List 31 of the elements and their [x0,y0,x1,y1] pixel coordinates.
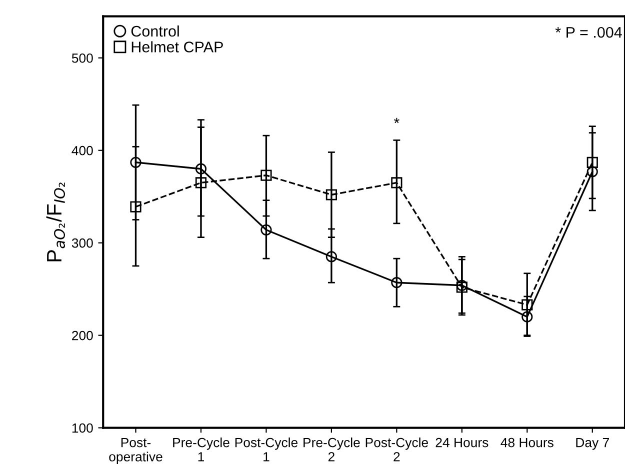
x-tick-label: 48 Hours [500,438,554,448]
annotation: * [394,118,400,124]
x-tick-label: Post- operative [109,438,162,464]
legend-label: Control [131,25,179,37]
point [260,170,272,181]
y-axis-title: P$_{aO₂}$/F$_{IO₂}$ [46,182,66,262]
legend-label: Helmet CPAP [132,41,223,52]
x-tick-label: Pre-Cycle 1 [173,438,230,462]
point [586,156,598,168]
y-tick-label: 400 [72,146,93,156]
point [522,299,533,310]
y-tick-label: 200 [72,330,93,340]
point [391,277,402,288]
point [260,224,272,236]
y-tick-label: 100 [72,423,93,433]
point [326,189,337,200]
y-tick-label: 500 [72,53,93,63]
point [195,177,207,188]
point [326,251,337,262]
point [391,177,402,188]
x-tick-label: Post-Cycle 2 [366,438,428,462]
x-tick-label: Post-Cycle 1 [235,438,298,462]
point [130,201,142,212]
point [195,163,207,174]
x-tick-label: 24 Hours [436,438,488,448]
point [130,156,142,168]
x-tick-label: Pre-Cycle 2 [304,438,360,462]
y-tick-label: 300 [72,238,93,248]
annotation: * P = .004 [555,26,622,38]
x-tick-label: Day 7 [576,438,609,450]
point [522,311,533,322]
